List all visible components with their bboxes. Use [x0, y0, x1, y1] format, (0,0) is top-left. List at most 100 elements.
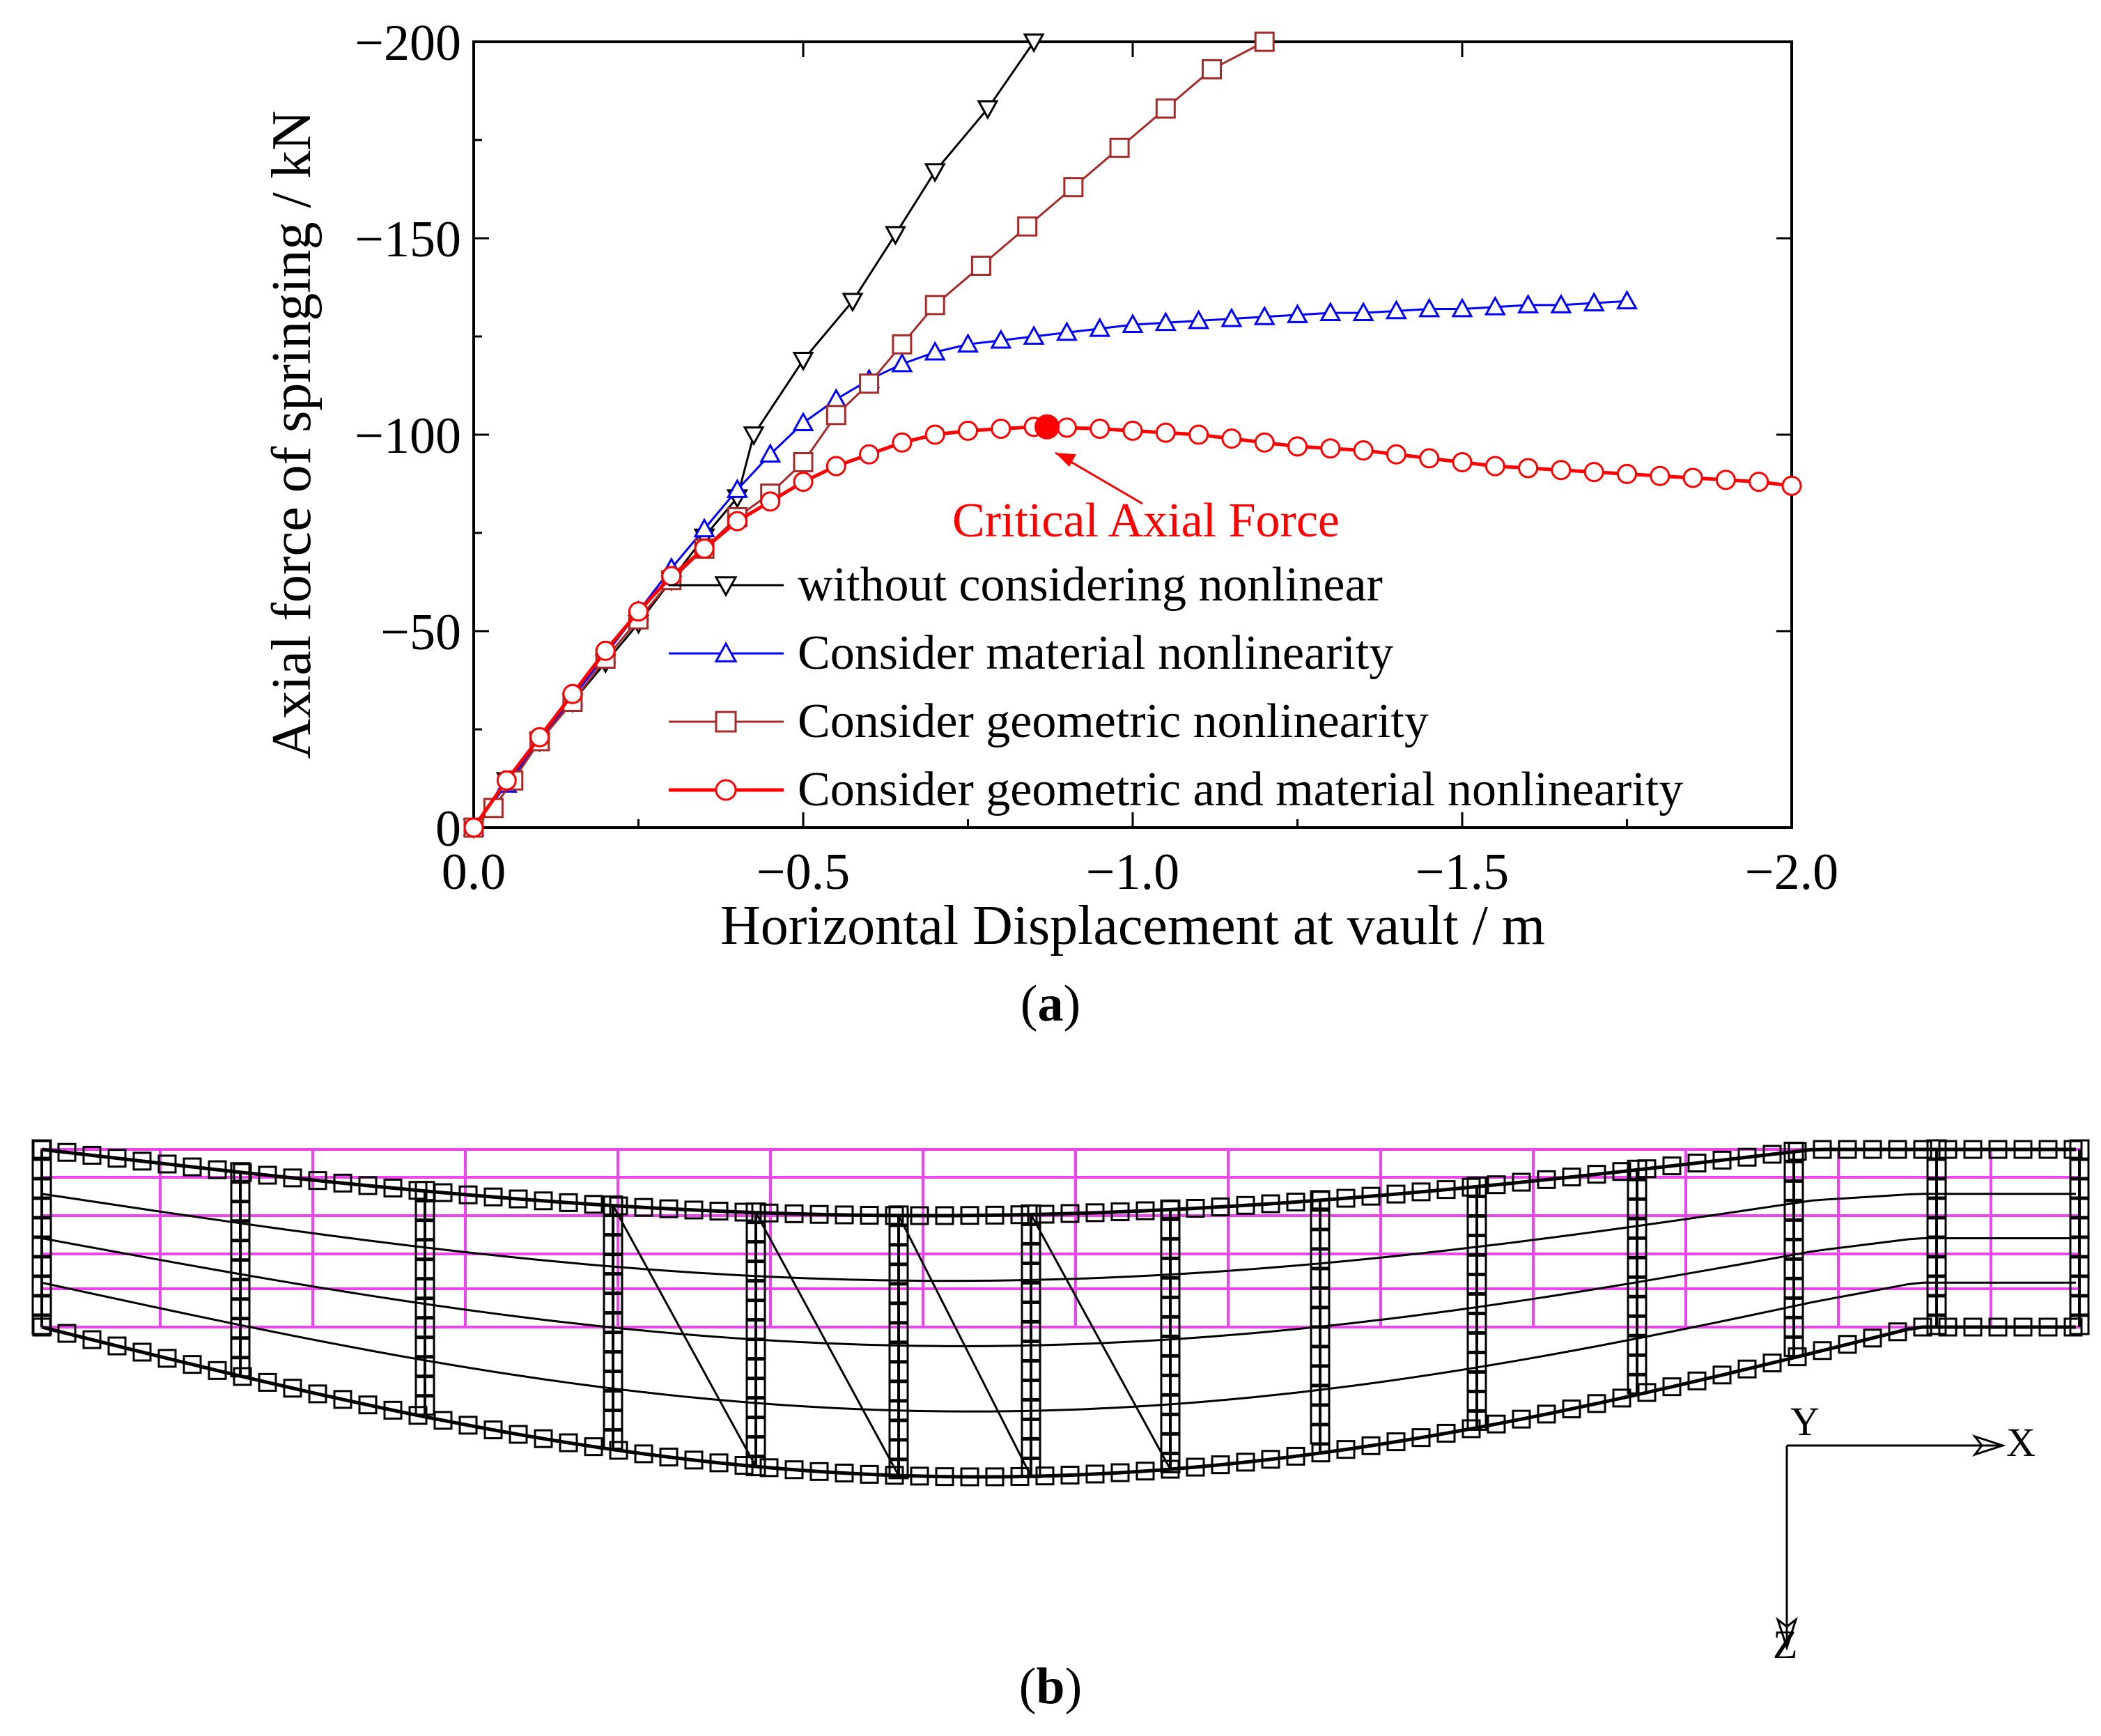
node-marker: [603, 1254, 623, 1275]
node-marker: [1926, 1237, 1947, 1257]
data-point: [958, 420, 978, 441]
node-marker: [1466, 1273, 1487, 1294]
series-4: [463, 417, 1802, 838]
x-tick-label: −1.0: [1086, 844, 1179, 901]
node-marker: [1211, 1455, 1230, 1475]
node-marker: [1021, 1321, 1041, 1342]
legend-label: Consider geometric nonlinearity: [798, 695, 1429, 748]
data-point: [1109, 137, 1130, 158]
node-marker: [283, 1168, 302, 1188]
node-marker: [1863, 1140, 1882, 1159]
node-marker: [230, 1279, 251, 1300]
legend-swatch-marker: [715, 711, 737, 733]
node-marker: [888, 1420, 909, 1441]
legend-swatch-marker: [714, 641, 738, 662]
node-marker: [784, 1204, 804, 1223]
node-marker: [1021, 1360, 1041, 1381]
node-marker: [910, 1206, 929, 1225]
node-marker: [745, 1397, 766, 1418]
data-point: [1155, 98, 1176, 119]
node-marker: [1466, 1351, 1487, 1372]
node-marker: [183, 1355, 202, 1374]
data-point: [595, 640, 616, 661]
node-marker: [157, 1349, 177, 1368]
node-marker: [603, 1410, 623, 1431]
node-marker: [1926, 1217, 1947, 1238]
node-marker: [888, 1244, 909, 1265]
data-point: [1451, 297, 1473, 318]
node-marker: [1988, 1140, 2008, 1159]
node-marker: [31, 1256, 52, 1277]
node-marker: [230, 1338, 251, 1358]
node-marker: [1863, 1328, 1882, 1348]
node-marker: [1627, 1315, 1648, 1336]
node-marker: [1310, 1424, 1331, 1445]
node-marker: [888, 1205, 909, 1226]
node-marker: [888, 1322, 909, 1343]
node-marker: [1085, 1203, 1105, 1223]
node-marker: [1286, 1446, 1305, 1466]
node-marker: [1627, 1257, 1648, 1278]
node-marker: [888, 1459, 909, 1480]
data-point: [760, 491, 781, 512]
node-marker: [414, 1239, 435, 1260]
node-marker: [1466, 1390, 1487, 1411]
node-marker: [745, 1378, 766, 1399]
node-marker: [584, 1437, 603, 1457]
data-point: [1253, 305, 1276, 325]
node-marker: [1662, 1156, 1682, 1176]
data-point: [990, 329, 1012, 349]
data-point: [859, 373, 880, 394]
node-marker: [1963, 1140, 1983, 1159]
node-marker: [603, 1371, 623, 1392]
node-marker: [1160, 1238, 1181, 1259]
node-marker: [1310, 1287, 1331, 1308]
node-marker: [1687, 1371, 1707, 1390]
node-marker: [1926, 1276, 1947, 1296]
data-point: [892, 432, 913, 453]
node-marker: [1160, 1374, 1181, 1395]
data-point: [792, 411, 814, 431]
node-marker: [414, 1376, 435, 1397]
node-marker: [308, 1384, 327, 1404]
deformed-frame: [31, 1139, 2090, 1487]
node-marker: [2069, 1139, 2090, 1160]
node-marker: [230, 1240, 251, 1261]
node-marker: [888, 1439, 909, 1460]
node-marker: [603, 1234, 623, 1255]
node-marker: [157, 1154, 177, 1174]
node-marker: [745, 1261, 766, 1282]
node-marker: [31, 1237, 52, 1257]
legend: without considering nonlinear Consider ma…: [669, 558, 1683, 816]
node-marker: [1466, 1195, 1487, 1216]
node-marker: [659, 1199, 679, 1218]
data-point: [891, 352, 913, 373]
node-marker: [31, 1295, 52, 1316]
data-point: [793, 451, 814, 472]
legend-label: Consider material nonlinearity: [798, 626, 1393, 680]
axis-ticks: [472, 40, 1793, 829]
data-point: [1385, 300, 1407, 320]
node-marker: [1687, 1154, 1707, 1173]
node-marker: [888, 1381, 909, 1402]
data-point: [1023, 325, 1045, 345]
node-marker: [1310, 1326, 1331, 1347]
data-point: [956, 333, 979, 353]
critical-point-marker: [1034, 414, 1060, 440]
node-marker: [383, 1400, 403, 1420]
node-marker: [1110, 1202, 1130, 1222]
node-marker: [888, 1283, 909, 1304]
node-marker: [1627, 1237, 1648, 1258]
legend-swatch-marker: [714, 576, 738, 598]
data-point: [1484, 456, 1505, 476]
data-point: [1122, 420, 1143, 441]
node-marker: [509, 1189, 528, 1209]
node-marker: [230, 1181, 251, 1202]
data-point: [825, 388, 847, 408]
node-marker: [183, 1157, 202, 1177]
node-marker: [2069, 1315, 2090, 1335]
node-marker: [759, 1458, 779, 1478]
node-marker: [960, 1467, 979, 1487]
node-marker: [2069, 1158, 2090, 1179]
data-point: [825, 405, 846, 426]
